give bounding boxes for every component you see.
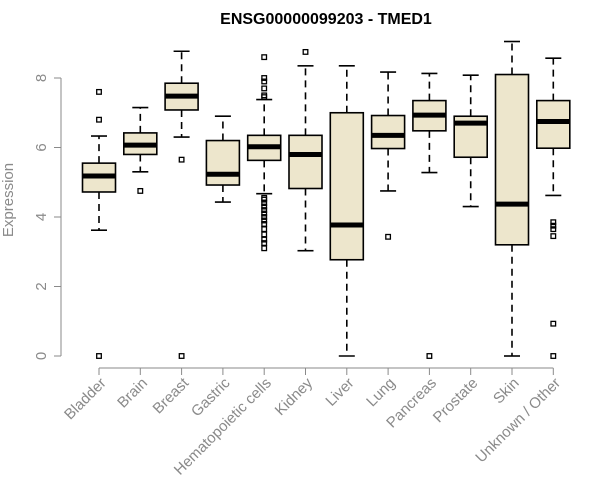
x-tick-label: Bladder bbox=[61, 375, 110, 424]
box-iqr bbox=[370, 114, 406, 150]
outlier-point bbox=[385, 233, 392, 240]
x-tick-label: Lung bbox=[363, 375, 399, 411]
outlier-point bbox=[261, 196, 268, 203]
outlier-point bbox=[261, 75, 268, 81]
outlier-point bbox=[426, 353, 433, 359]
outlier-point bbox=[261, 210, 268, 217]
x-tick-label: Prostate bbox=[430, 375, 482, 427]
outlier-point bbox=[261, 54, 268, 61]
x-tick-label: Liver bbox=[322, 375, 357, 410]
x-tick-label: Skin bbox=[490, 375, 523, 408]
outlier-point bbox=[261, 78, 268, 85]
outlier-point bbox=[550, 353, 557, 359]
box-group bbox=[494, 40, 530, 357]
box-group bbox=[288, 48, 323, 252]
box-group bbox=[370, 71, 406, 240]
box-iqr bbox=[288, 134, 323, 190]
outlier-point bbox=[96, 88, 102, 95]
box-group bbox=[329, 65, 365, 357]
outlier-point bbox=[261, 200, 268, 207]
y-tick-label: 0 bbox=[33, 352, 50, 360]
outlier-point bbox=[178, 156, 185, 163]
box-group bbox=[535, 57, 571, 359]
outlier-point bbox=[261, 207, 268, 213]
box-group bbox=[246, 54, 282, 252]
x-tick-label: Breast bbox=[150, 374, 193, 417]
outlier-point bbox=[261, 217, 268, 224]
outlier-point bbox=[550, 219, 557, 226]
box-group bbox=[81, 88, 117, 359]
box-group bbox=[205, 115, 241, 203]
boxes bbox=[81, 40, 571, 359]
outlier-point bbox=[96, 116, 102, 123]
outlier-point bbox=[96, 353, 102, 359]
box-group bbox=[412, 72, 447, 359]
box-iqr bbox=[205, 139, 241, 186]
box-iqr bbox=[494, 73, 530, 246]
chart-title: ENSG00000099203 - TMED1 bbox=[220, 11, 432, 28]
box-group bbox=[164, 50, 199, 359]
outlier-point bbox=[261, 85, 268, 92]
y-tick-label: 8 bbox=[33, 74, 50, 82]
outlier-point bbox=[261, 236, 268, 243]
outlier-point bbox=[261, 203, 268, 210]
outlier-point bbox=[550, 320, 557, 327]
outlier-point bbox=[261, 214, 268, 220]
outlier-point bbox=[261, 245, 268, 252]
outlier-point bbox=[178, 353, 185, 359]
outlier-point bbox=[137, 187, 144, 194]
box-group bbox=[123, 106, 158, 194]
outlier-point bbox=[302, 48, 309, 55]
y-tick-label: 6 bbox=[33, 143, 50, 151]
y-tick-label: 4 bbox=[33, 213, 50, 221]
x-tick-label: Kidney bbox=[272, 374, 317, 419]
y-tick-label: 2 bbox=[33, 282, 50, 290]
y-axis-label: Expression bbox=[0, 163, 17, 237]
outlier-point bbox=[550, 222, 557, 229]
box-group bbox=[453, 74, 489, 208]
outlier-point bbox=[261, 94, 268, 101]
outlier-point bbox=[550, 233, 557, 240]
outlier-point bbox=[261, 231, 268, 238]
box-iqr bbox=[535, 99, 571, 149]
box-iqr bbox=[329, 111, 365, 261]
outlier-point bbox=[261, 226, 268, 233]
x-tick-label: Brain bbox=[114, 375, 151, 412]
outlier-point bbox=[550, 226, 557, 233]
